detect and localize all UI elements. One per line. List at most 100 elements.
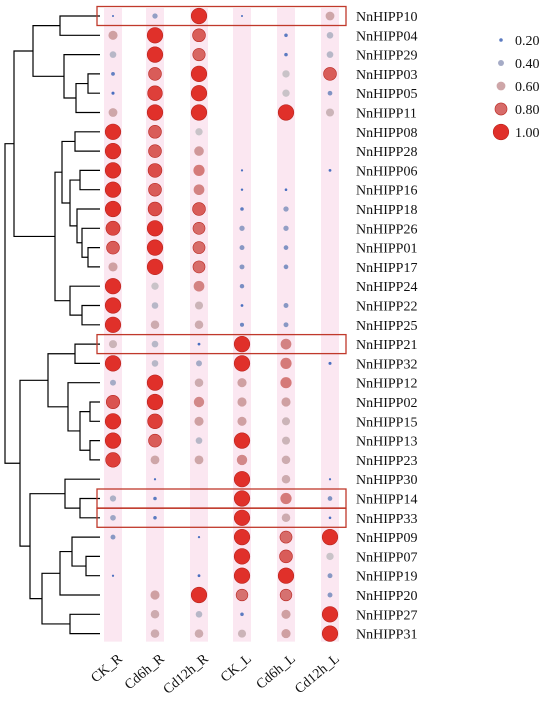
bubble-NnHIPP01-Cd6h_L: [283, 245, 289, 250]
bubble-NnHIPP18-Cd12h_R: [192, 202, 206, 216]
dendrogram-branch: [69, 179, 80, 227]
gene-label: NnHIPP07: [356, 550, 417, 565]
bubble-NnHIPP02-CK_L: [237, 397, 247, 407]
bubbles: [104, 7, 339, 642]
bubble-NnHIPP08-Cd12h_R: [195, 128, 203, 136]
column-bands: [104, 8, 339, 642]
bubble-NnHIPP05-Cd12h_L: [327, 90, 333, 96]
dendrogram-branch: [89, 440, 100, 461]
bubble-NnHIPP24-Cd12h_R: [193, 280, 205, 292]
gene-label: NnHIPP02: [356, 396, 417, 411]
bubble-NnHIPP32-Cd6h_R: [151, 360, 159, 367]
bubble-NnHIPP33-CK_R: [110, 514, 116, 521]
bubble-NnHIPP05-Cd12h_R: [190, 85, 208, 102]
bubble-NnHIPP14-Cd6h_R: [153, 496, 157, 501]
legend-bubble-0.40: [498, 60, 504, 66]
bubble-NnHIPP03-Cd6h_R: [148, 67, 162, 81]
gene-label: NnHIPP06: [356, 164, 417, 179]
bubble-NnHIPP17-Cd6h_L: [283, 264, 289, 270]
gene-label: NnHIPP27: [356, 608, 417, 623]
bubble-NnHIPP22-Cd6h_L: [283, 303, 289, 308]
bubble-NnHIPP09-CK_R: [110, 534, 116, 540]
bubble-NnHIPP32-Cd6h_L: [280, 357, 292, 370]
bubble-NnHIPP29-Cd6h_L: [284, 52, 288, 57]
bubble-NnHIPP04-CK_R: [108, 30, 118, 40]
bubble-NnHIPP15-CK_L: [237, 416, 247, 426]
bubble-NnHIPP31-Cd6h_L: [281, 629, 291, 639]
bubble-NnHIPP13-Cd6h_L: [281, 436, 291, 445]
dendrogram-branch: [85, 555, 100, 577]
bubble-NnHIPP20-Cd12h_L: [327, 592, 333, 598]
bubble-NnHIPP29-Cd12h_R: [192, 48, 206, 62]
bubble-NnHIPP16-Cd6h_R: [148, 182, 162, 197]
bubble-NnHIPP27-Cd6h_L: [281, 609, 291, 619]
bubble-NnHIPP11-CK_R: [108, 108, 118, 117]
bubble-NnHIPP08-CK_R: [104, 123, 122, 140]
bubble-NnHIPP07-Cd6h_L: [279, 549, 293, 564]
bubble-NnHIPP32-CK_R: [104, 355, 122, 372]
bubble-NnHIPP15-Cd6h_R: [147, 413, 163, 429]
gene-label: NnHIPP21: [356, 338, 417, 353]
gene-labels: NnHIPP10 NnHIPP04 NnHIPP29 NnHIPP03 NnHIPP05…: [356, 10, 417, 643]
bubble-NnHIPP20-Cd6h_L: [279, 588, 293, 602]
highlight-box-NnHIPP10: [96, 5, 347, 27]
bubble-NnHIPP19-CK_R: [111, 574, 115, 577]
column-label-CK_L: CK_L: [218, 652, 254, 686]
gene-label: NnHIPP25: [356, 319, 417, 334]
column-band-Cd12h_L: [321, 8, 339, 642]
bubble-NnHIPP19-CK_L: [233, 567, 251, 584]
bubble-NnHIPP10-Cd6h_R: [152, 13, 158, 19]
bubble-NnHIPP26-CK_L: [239, 225, 245, 231]
bubble-NnHIPP09-Cd12h_L: [321, 528, 339, 546]
bubble-NnHIPP32-Cd12h_R: [196, 360, 202, 367]
column-label-CK_R: CK_R: [89, 651, 127, 686]
dendrogram-branch: [74, 343, 100, 364]
gene-label: NnHIPP24: [356, 280, 417, 295]
bubble-NnHIPP01-Cd12h_R: [192, 241, 206, 254]
gene-label: NnHIPP01: [356, 242, 417, 257]
bubble-NnHIPP18-Cd6h_R: [147, 201, 163, 217]
highlight-box-NnHIPP21: [96, 333, 347, 355]
bubble-NnHIPP26-Cd12h_R: [192, 221, 206, 235]
dendrogram-branch: [87, 247, 100, 268]
bubble-NnHIPP18-CK_L: [240, 207, 244, 211]
bubble-NnHIPP18-Cd6h_L: [283, 206, 289, 212]
bubble-NnHIPP02-Cd6h_R: [146, 393, 164, 411]
bubble-NnHIPP23-Cd6h_L: [281, 455, 291, 465]
bubble-NnHIPP04-Cd12h_L: [326, 31, 334, 39]
bubble-NnHIPP09-CK_L: [233, 528, 251, 546]
bubble-NnHIPP29-CK_R: [109, 51, 117, 58]
bubble-NnHIPP16-CK_L: [240, 188, 244, 191]
dendrogram-branch: [4, 143, 20, 464]
bubble-NnHIPP17-Cd12h_R: [192, 260, 206, 274]
bubble-NnHIPP20-CK_L: [235, 588, 249, 602]
bubble-NnHIPP03-Cd12h_R: [190, 65, 208, 82]
bubble-NnHIPP32-CK_L: [233, 355, 251, 372]
bubble-NnHIPP22-Cd6h_R: [151, 302, 159, 309]
gene-label: NnHIPP05: [356, 87, 417, 102]
dendrogram-branch: [69, 613, 100, 635]
bubble-NnHIPP29-Cd6h_R: [146, 46, 164, 63]
bubble-NnHIPP25-Cd12h_R: [194, 320, 204, 330]
bubble-NnHIPP13-Cd6h_R: [148, 433, 162, 448]
bubble-NnHIPP15-Cd6h_L: [281, 417, 291, 426]
dendrogram-branch: [61, 140, 75, 204]
bubble-NnHIPP22-CK_L: [240, 304, 244, 307]
bubble-NnHIPP17-CK_L: [239, 264, 245, 270]
bubble-NnHIPP30-Cd12h_L: [328, 478, 332, 481]
bubble-NnHIPP33-Cd6h_L: [281, 513, 291, 523]
legend-label: 0.80: [515, 103, 540, 118]
bubble-NnHIPP25-CK_L: [239, 322, 245, 327]
bubble-NnHIPP24-CK_R: [104, 278, 122, 295]
bubble-NnHIPP10-CK_R: [111, 14, 115, 18]
bubble-NnHIPP26-Cd6h_R: [146, 220, 164, 237]
bubble-NnHIPP28-Cd6h_R: [148, 144, 162, 158]
highlight-boxes: [96, 5, 347, 528]
bubble-NnHIPP21-Cd12h_R: [197, 342, 201, 346]
dendrogram-branch: [81, 227, 100, 258]
bubble-NnHIPP06-Cd6h_R: [147, 163, 163, 178]
gene-label: NnHIPP26: [356, 222, 417, 237]
bubble-NnHIPP26-Cd6h_L: [283, 225, 289, 231]
bubble-NnHIPP11-Cd12h_R: [190, 104, 208, 121]
